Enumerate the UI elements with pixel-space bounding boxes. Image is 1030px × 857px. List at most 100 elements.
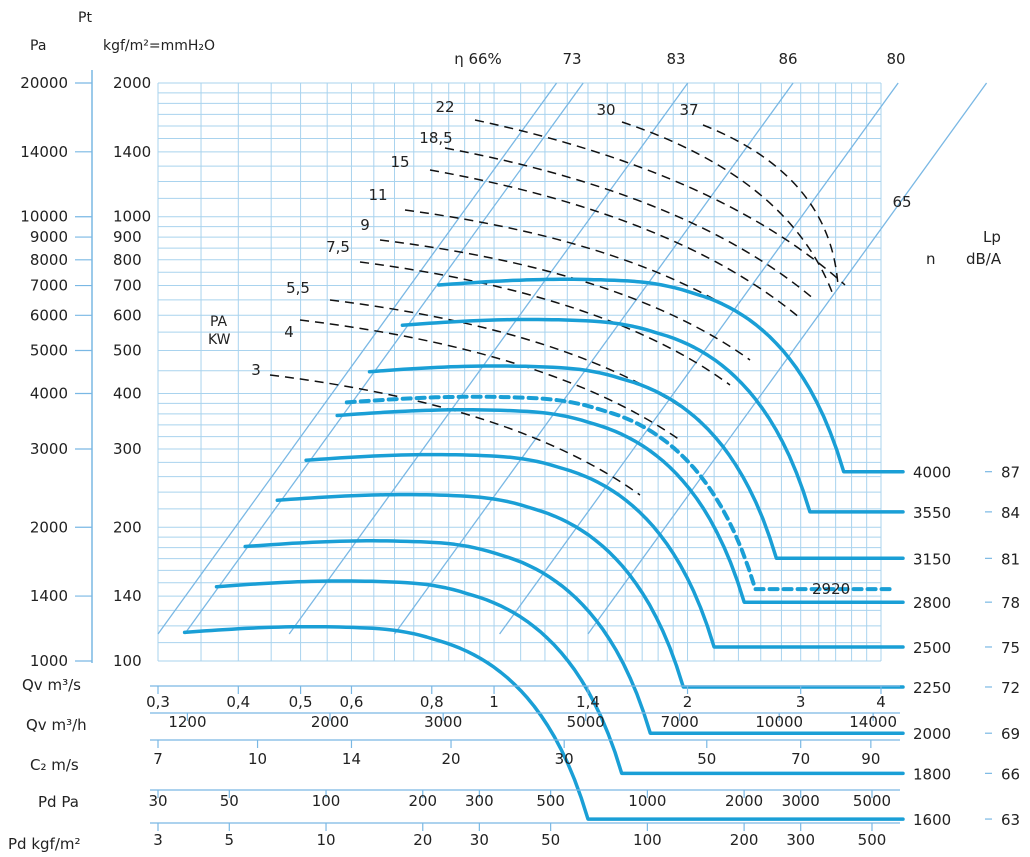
kgf-tick-label: 500 <box>113 341 142 359</box>
scale-tick-label: 0,8 <box>420 693 444 711</box>
power-line <box>474 119 846 286</box>
power-line <box>269 374 641 496</box>
efficiency-line <box>157 82 558 635</box>
scale-tick-label: 50 <box>697 750 716 768</box>
kgf-tick-label: 1000 <box>113 208 151 226</box>
efficiency-label: 83 <box>666 50 685 68</box>
pa-kw-label-1: PA <box>210 314 228 330</box>
speed-label: 2800 <box>913 594 951 612</box>
speed-label: 1600 <box>913 811 951 829</box>
scale-tick-label: 50 <box>541 831 560 849</box>
kgf-tick-label: 300 <box>113 440 142 458</box>
scale-tick-label: 5000 <box>567 713 605 731</box>
efficiency-line <box>393 82 794 635</box>
noise-label: 81 <box>1001 550 1020 568</box>
scale-tick-label: 7 <box>153 750 163 768</box>
pa-kw-label-2: KW <box>208 332 231 348</box>
scale-tick-label: 3 <box>153 831 163 849</box>
scale-tick-label: 50 <box>220 792 239 810</box>
noise-label: 66 <box>1001 765 1020 783</box>
scale-tick-label: 14000 <box>849 713 897 731</box>
scale-tick-label: 20 <box>413 831 432 849</box>
scale-label: Qv m³/s <box>22 676 81 694</box>
power-label: 9 <box>360 216 370 234</box>
scale-tick-label: 1 <box>489 693 499 711</box>
axes <box>75 70 992 831</box>
scale-tick-label: 200 <box>730 831 759 849</box>
scale-tick-label: 300 <box>465 792 494 810</box>
scale-tick-label: 20 <box>441 750 460 768</box>
scale-tick-label: 30 <box>555 750 574 768</box>
kgf-unit-label: kgf/m²=mmH₂O <box>103 38 215 54</box>
speed-curve <box>182 624 905 821</box>
pa-tick-label: 7000 <box>30 277 68 295</box>
power-label: 37 <box>679 101 698 119</box>
noise-label: 69 <box>1001 725 1020 743</box>
speed-label: 2000 <box>913 725 951 743</box>
scale-tick-label: 3000 <box>782 792 820 810</box>
speed-curve <box>436 277 905 474</box>
power-label: 18,5 <box>419 129 452 147</box>
scale-tick-label: 300 <box>786 831 815 849</box>
kgf-tick-label: 400 <box>113 385 142 403</box>
pa-tick-label: 3000 <box>30 440 68 458</box>
scale-tick-label: 70 <box>791 750 810 768</box>
efficiency-label: 80 <box>886 50 905 68</box>
scale-label: Qv m³/h <box>26 716 87 734</box>
noise-label: 75 <box>1001 639 1020 657</box>
pa-tick-label: 2000 <box>30 518 68 536</box>
noise-label: 63 <box>1001 811 1020 829</box>
scale-tick-label: 30 <box>148 792 167 810</box>
speed-label: 1800 <box>913 765 951 783</box>
power-label: 15 <box>390 153 409 171</box>
kgf-tick-label: 140 <box>113 587 142 605</box>
pa-tick-label: 9000 <box>30 228 68 246</box>
speed-curve <box>275 492 905 689</box>
power-lines <box>269 119 846 496</box>
power-label: 3 <box>251 361 261 379</box>
power-line <box>299 319 681 441</box>
pa-tick-label: 14000 <box>20 143 68 161</box>
scale-tick-label: 500 <box>858 831 887 849</box>
kgf-tick-label: 1400 <box>113 143 151 161</box>
power-label: 30 <box>596 101 615 119</box>
kgf-tick-label: 100 <box>113 652 142 670</box>
power-label: 7,5 <box>326 238 350 256</box>
scale-tick-label: 100 <box>312 792 341 810</box>
speed-label: 3550 <box>913 504 951 522</box>
scale-tick-label: 2000 <box>311 713 349 731</box>
pa-tick-label: 10000 <box>20 208 68 226</box>
noise-label: 78 <box>1001 594 1020 612</box>
scale-tick-label: 2000 <box>725 792 763 810</box>
pa-tick-label: 6000 <box>30 306 68 324</box>
speed-label: 2250 <box>913 679 951 697</box>
power-label: 11 <box>368 186 387 204</box>
scale-tick-label: 10000 <box>755 713 803 731</box>
efficiency-label: 73 <box>562 50 581 68</box>
power-label: 4 <box>284 323 294 341</box>
scale-tick-label: 10 <box>248 750 267 768</box>
efficiency-line <box>184 82 584 635</box>
scale-label: Pd Pa <box>38 793 79 811</box>
pa-tick-label: 4000 <box>30 385 68 403</box>
power-line <box>621 121 833 293</box>
speed-curve <box>214 579 905 776</box>
scale-tick-label: 30 <box>470 831 489 849</box>
scale-tick-label: 3 <box>796 693 806 711</box>
lp-label: Lp <box>983 228 1001 246</box>
grid-layer <box>157 82 882 662</box>
efficiency-label: η 66% <box>454 50 502 68</box>
efficiency-label: 86 <box>778 50 797 68</box>
power-line <box>379 239 751 361</box>
pa-tick-label: 8000 <box>30 251 68 269</box>
speed-curve <box>335 408 905 604</box>
power-label: 22 <box>435 98 454 116</box>
scale-tick-label: 0,5 <box>289 693 313 711</box>
scale-tick-label: 0,4 <box>226 693 250 711</box>
scale-tick-label: 500 <box>536 792 565 810</box>
power-line <box>444 147 816 301</box>
speed-curve <box>243 539 905 735</box>
scale-tick-label: 100 <box>633 831 662 849</box>
scale-tick-label: 2 <box>683 693 693 711</box>
noise-label: 87 <box>1001 464 1020 482</box>
